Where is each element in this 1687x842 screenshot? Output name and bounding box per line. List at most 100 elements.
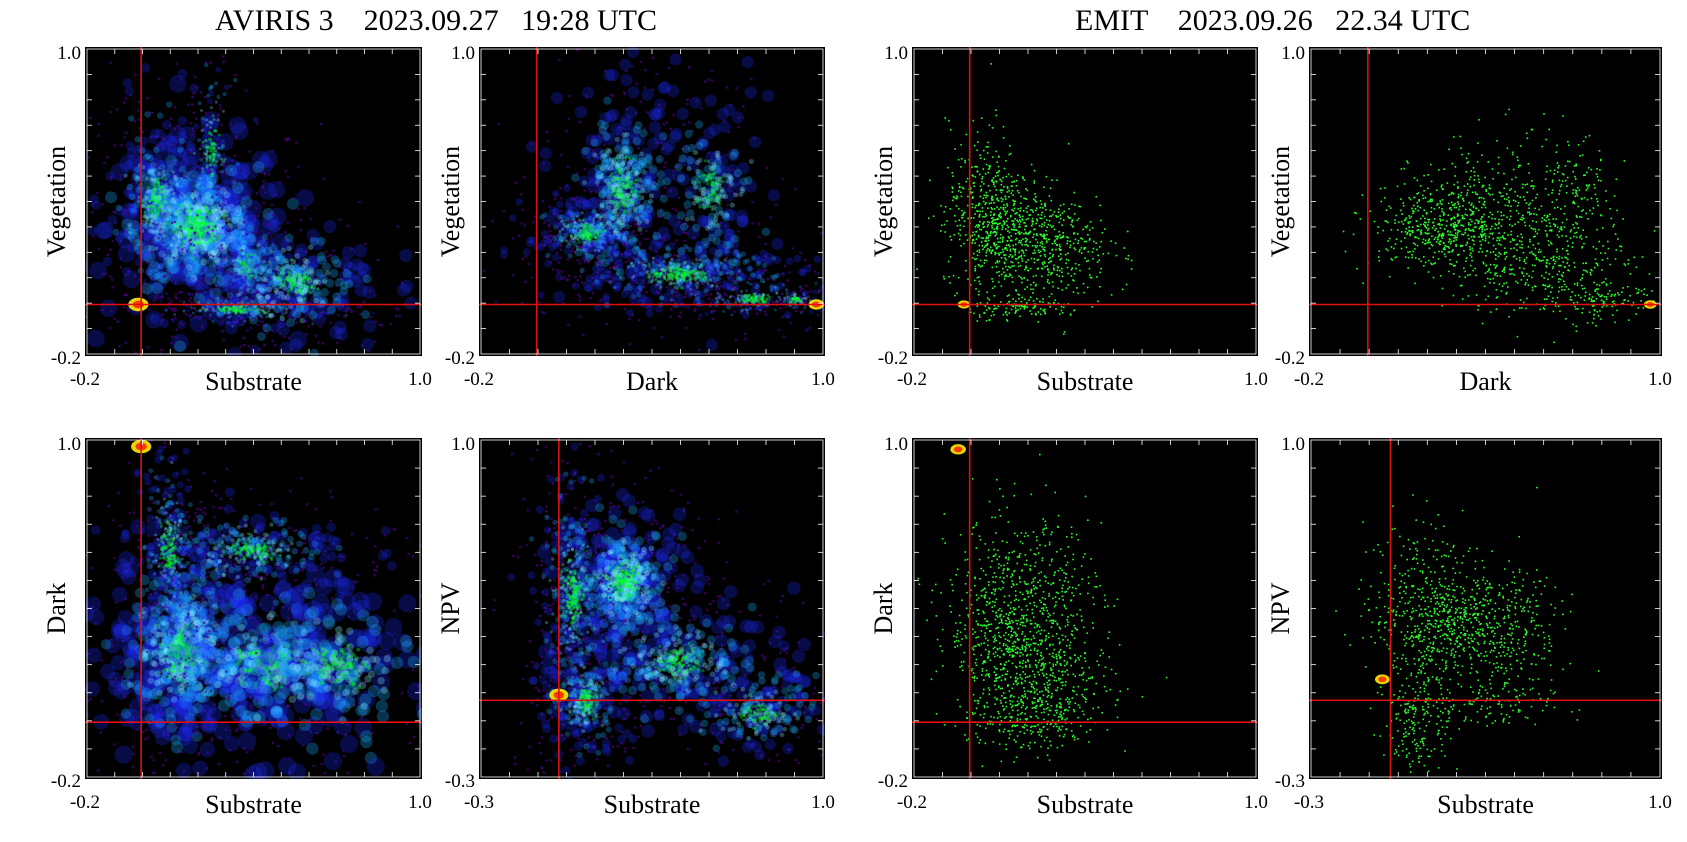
density-point [92,235,95,238]
density-point [164,209,168,214]
density-point [182,223,187,228]
density-point [207,240,211,243]
density-point [273,278,280,285]
density-point [301,283,305,287]
density-point [182,227,191,235]
density-point [200,214,205,219]
density-point [169,299,173,303]
density-point [294,293,297,297]
density-point [229,307,233,311]
density-point [210,190,215,195]
density-point [97,221,115,239]
density-point [249,253,253,257]
density-point [629,261,633,265]
density-point [314,278,320,284]
density-point [257,258,261,263]
density-point [298,275,304,282]
density-point [256,263,259,267]
density-point [207,145,211,149]
density-point [203,95,207,99]
density-point [187,227,192,232]
density-point [241,297,248,304]
density-point [201,200,205,204]
density-point [77,216,80,219]
density-point [284,278,288,282]
density-point [210,141,214,145]
density-point [606,224,609,228]
density-point [511,237,515,240]
density-point [175,163,178,166]
density-point [158,203,162,207]
density-point [571,246,574,249]
density-point [294,293,309,307]
density-point [376,258,380,262]
density-point [211,163,218,170]
density-point [152,186,156,190]
density-point [237,216,245,224]
density-cluster-5 [159,55,259,292]
density-point [556,200,564,209]
density-point [280,247,287,254]
density-point [143,149,154,159]
density-point [154,296,158,300]
density-point [262,259,266,264]
density-point [554,273,563,281]
density-point [253,312,257,316]
density-point [238,284,241,287]
density-point [288,280,292,284]
density-point [639,100,643,103]
density-point [150,208,154,212]
density-point [254,251,268,265]
density-point [263,248,266,252]
density-point [242,307,246,311]
density-point [311,310,315,314]
density-point [152,189,156,193]
density-point [189,254,192,257]
density-point [211,146,215,150]
density-point [274,276,278,280]
density-point [199,235,212,247]
density-point [211,222,216,227]
density-point [554,233,563,242]
density-point [590,234,594,238]
density-point [272,280,282,290]
density-point [199,229,207,237]
density-point [203,186,210,193]
density-point [123,173,128,178]
density-point [233,277,247,292]
density-point [242,307,246,311]
density-point [193,231,197,235]
density-point [203,307,207,311]
density-point [286,289,290,293]
density-point [229,235,237,243]
density-point [238,244,250,257]
density-point [195,178,207,191]
density-point [175,181,188,194]
density-point [180,199,193,212]
density-point [194,86,198,89]
density-point [216,194,234,213]
density-point [221,109,225,113]
density-point [229,84,232,88]
density-point [250,261,254,265]
density-point [113,317,116,320]
density-point [354,270,369,284]
density-point [265,304,268,308]
density-point [557,222,561,225]
density-point [290,285,294,289]
density-point [152,193,156,197]
density-point [242,275,250,283]
density-point [181,222,188,229]
density-point [257,312,261,316]
density-point [149,272,168,291]
density-point [143,209,150,217]
density-point [210,172,214,176]
density-point [246,233,256,242]
density-point [691,269,695,273]
density-point [260,264,264,268]
density-point [208,154,212,158]
density-point [195,241,200,246]
density-point [187,203,200,216]
density-point [195,243,205,254]
